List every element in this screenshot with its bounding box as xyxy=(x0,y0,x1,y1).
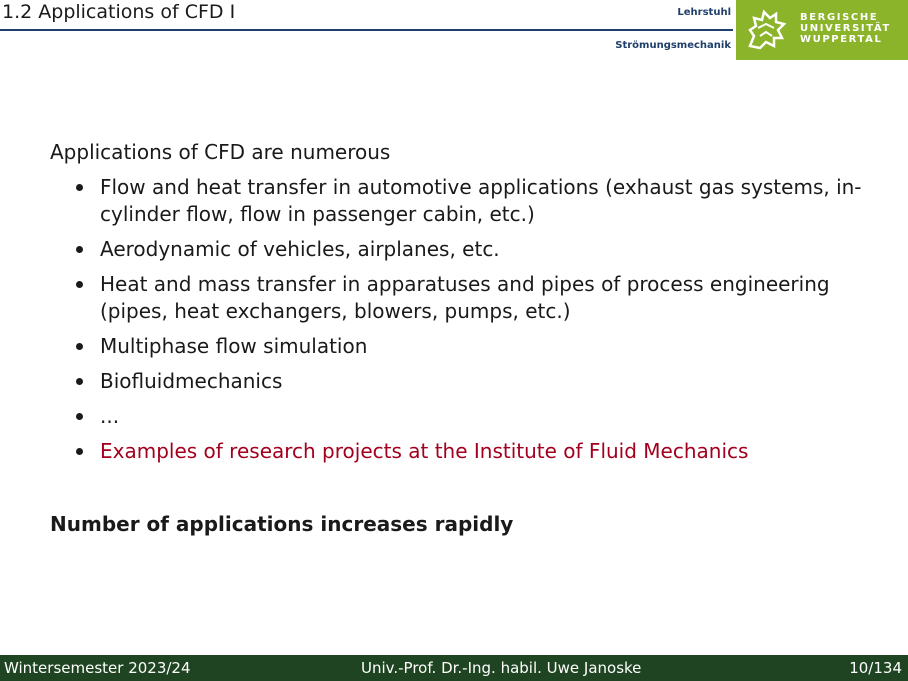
chair-label-line2: Strömungsmechanik xyxy=(615,40,731,51)
list-item: Biofluidmechanics xyxy=(72,368,872,395)
bullet-icon xyxy=(76,343,83,350)
footer-author: Univ.-Prof. Dr.-Ing. habil. Uwe Janoske xyxy=(361,659,642,677)
applications-list: Flow and heat transfer in automotive app… xyxy=(72,174,872,473)
bullet-icon xyxy=(76,184,83,191)
bullet-icon xyxy=(76,413,83,420)
bullet-icon xyxy=(76,378,83,385)
university-logo: BERGISCHE UNIVERSITÄT WUPPERTAL xyxy=(736,0,908,60)
logo-line: UNIVERSITÄT xyxy=(800,23,891,34)
logo-line: WUPPERTAL xyxy=(800,34,883,45)
footer-semester: Wintersemester 2023/24 xyxy=(4,659,191,677)
list-item: Flow and heat transfer in automotive app… xyxy=(72,174,872,228)
list-item: ... xyxy=(72,403,872,430)
footer-page-number: 10/134 xyxy=(849,659,902,677)
logo-text: BERGISCHE UNIVERSITÄT WUPPERTAL xyxy=(800,12,891,45)
bullet-icon xyxy=(76,246,83,253)
bullet-icon xyxy=(76,281,83,288)
chair-label-line1: Lehrstuhl xyxy=(677,7,731,18)
logo-line: BERGISCHE xyxy=(800,12,879,23)
bullet-icon xyxy=(76,448,83,455)
header-rule xyxy=(0,29,733,31)
research-projects-link[interactable]: Examples of research projects at the Ins… xyxy=(72,438,872,465)
list-item: Aerodynamic of vehicles, airplanes, etc. xyxy=(72,236,872,263)
slide-title: 1.2 Applications of CFD I xyxy=(2,1,236,23)
summary-text: Number of applications increases rapidly xyxy=(50,512,514,536)
list-item: Multiphase flow simulation xyxy=(72,333,872,360)
intro-text: Applications of CFD are numerous xyxy=(50,140,391,164)
list-item: Heat and mass transfer in apparatuses an… xyxy=(72,271,872,325)
lion-emblem-icon xyxy=(748,9,787,50)
footer-bar: Wintersemester 2023/24 Univ.-Prof. Dr.-I… xyxy=(0,655,908,681)
